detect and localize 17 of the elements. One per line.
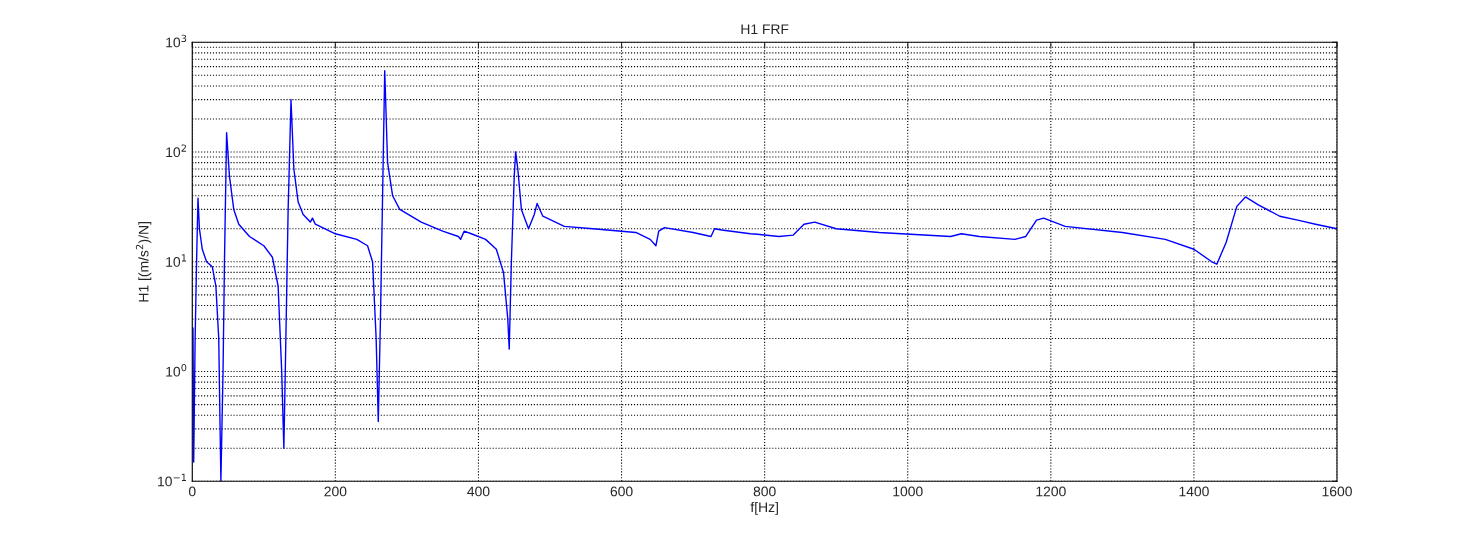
y-tick-label: 10$^{1}$: [166, 254, 187, 267]
y-tick-label: 10$^{3}$: [166, 34, 187, 48]
y-tick-label: 10$^{−1}$: [158, 473, 187, 487]
y-tick-label: 10$^{2}$: [166, 144, 186, 158]
x-tick-label: 1200: [1036, 486, 1066, 497]
x-tick-label: 1400: [1179, 486, 1209, 497]
x-tick-label: 0: [188, 486, 196, 497]
x-axis-title: f[Hz]: [750, 501, 778, 515]
x-tick-label: 800: [753, 486, 776, 497]
y-axis-title: H1 [(m/s$^{2}$)/N]: [135, 222, 152, 302]
x-tick-label: 200: [324, 486, 347, 497]
x-tick-label: 1000: [893, 486, 923, 497]
x-tick-label: 400: [467, 486, 490, 497]
x-tick-label: 1600: [1322, 486, 1352, 497]
y-tick-label: 10$^{0}$: [166, 363, 187, 377]
chart-title: H1 FRF: [741, 24, 789, 34]
x-tick-label: 600: [610, 486, 633, 497]
